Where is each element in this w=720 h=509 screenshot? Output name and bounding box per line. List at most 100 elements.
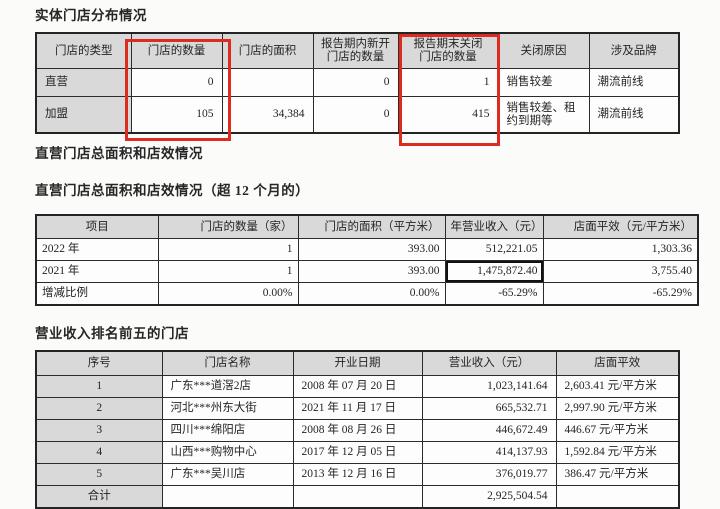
cell: 潮流前线: [588, 96, 680, 134]
cell: 潮流前线: [588, 68, 680, 97]
table-row: 5 广东***吴川店 2013 年 12 月 16 日 376,019.77 386.4…: [35, 463, 680, 486]
cell: 2: [35, 397, 163, 420]
cell: 广东***吴川店: [161, 463, 294, 486]
cell: 3,755.40: [542, 260, 699, 283]
cell: 414,137.93: [421, 441, 557, 464]
col-header: 门店的面积: [221, 32, 314, 69]
cell: 加盟: [35, 96, 132, 134]
cell: -65.29%: [542, 282, 699, 306]
table-row: 2021 年 1 393.00 1,475,872.40 3,755.40: [35, 260, 699, 283]
header-row: 序号 门店名称 开业日期 营业收入（元） 店面平效: [35, 350, 680, 376]
cell: 2013 年 12 月 16 日: [292, 463, 423, 486]
cell: 广东***道滘2店: [161, 375, 294, 398]
cell: 1: [35, 375, 163, 398]
col-header: 报告期末关闭 门店的数量: [397, 32, 499, 69]
col-header: 涉及品牌: [588, 32, 680, 69]
cell: 2008 年 08 月 26 日: [292, 419, 423, 442]
cell: 四川***绵阳店: [161, 419, 294, 442]
col-header: 营业收入（元）: [421, 350, 557, 376]
cell: 合计: [35, 485, 163, 509]
col-header: 年营业收入（元）: [444, 214, 544, 239]
table-row: 1 广东***道滘2店 2008 年 07 月 20 日 1,023,141.64 2,…: [35, 375, 680, 398]
table-row: 直营 0 0 1 销售较差 潮流前线: [35, 68, 680, 97]
cell: 446.67 元/平方米: [555, 419, 680, 442]
cell: 512,221.05: [444, 238, 544, 261]
col-header: 门店名称: [161, 350, 294, 376]
table-row: 3 四川***绵阳店 2008 年 08 月 26 日 446,672.49 446.6…: [35, 419, 680, 442]
cell: 增减比例: [35, 282, 159, 306]
cell: 105: [130, 96, 223, 134]
table-row: 2022 年 1 393.00 512,221.05 1,303.36: [35, 238, 699, 261]
top-five-stores-table: 序号 门店名称 开业日期 营业收入（元） 店面平效 1 广东***道滘2店 2008 年 07…: [35, 350, 680, 509]
cell: 665,532.71: [421, 397, 557, 420]
cell: 2008 年 07 月 20 日: [292, 375, 423, 398]
cell: 376,019.77: [421, 463, 557, 486]
cell: 3: [35, 419, 163, 442]
cell: 0: [312, 68, 399, 97]
cell: 销售较差: [497, 68, 590, 97]
table-row: 合计 2,925,504.54: [35, 485, 680, 509]
cell: 415: [397, 96, 499, 134]
cell: [555, 485, 680, 509]
cell: 2021 年 11 月 17 日: [292, 397, 423, 420]
cell: 2,603.41 元/平方米: [555, 375, 680, 398]
col-header: 门店的数量: [130, 32, 223, 69]
col-header: 报告期内新开 门店的数量: [312, 32, 399, 69]
cell: 0.00%: [157, 282, 299, 306]
col-header: 门店的类型: [35, 32, 132, 69]
store-distribution-table: 门店的类型 门店的数量 门店的面积 报告期内新开 门店的数量 报告期末关闭 门店的数量关…: [35, 32, 680, 134]
section-title-distribution: 实体门店分布情况: [35, 8, 147, 23]
cell: 1,303.36: [542, 238, 699, 261]
col-header: 开业日期: [292, 350, 423, 376]
table-row: 加盟 105 34,384 0 415 销售较差、租约到期等 潮流前线: [35, 96, 680, 134]
cell: -65.29%: [444, 282, 544, 306]
col-header: 店面平效（元/平方米）: [542, 214, 699, 239]
cell: 1: [157, 238, 299, 261]
cell: 1: [157, 260, 299, 283]
distribution-table-wrap: 门店的类型 门店的数量 门店的面积 报告期内新开 门店的数量 报告期末关闭 门店的数量关…: [35, 32, 680, 146]
table-row: 4 山西***购物中心 2017 年 12 月 05 日 414,137.93 1,59…: [35, 441, 680, 464]
header-row: 项目 门店的数量（家） 门店的面积（平方米） 年营业收入（元） 店面平效（元/平方米）: [35, 214, 699, 239]
cell: 山西***购物中心: [161, 441, 294, 464]
cell: [161, 485, 294, 509]
cell: 1: [397, 68, 499, 97]
cell: 393.00: [297, 238, 446, 261]
cell: 2,925,504.54: [421, 485, 557, 509]
cell: 5: [35, 463, 163, 486]
col-header: 序号: [35, 350, 163, 376]
cell: 2,997.90 元/平方米: [555, 397, 680, 420]
cell: [221, 68, 314, 97]
section-title-direct-stores: 直营门店总面积和店效情况: [35, 146, 203, 161]
section-subtitle-direct-stores-over-12-months: 直营门店总面积和店效情况（超 12 个月的）: [35, 183, 310, 198]
cell: 4: [35, 441, 163, 464]
report-page: 实体门店分布情况 门店的类型 门店的数量 门店的面积 报告期内新开 门店的数量 报告期末…: [35, 8, 699, 509]
cell: 2017 年 12 月 05 日: [292, 441, 423, 464]
col-header: 关闭原因: [497, 32, 590, 69]
cell: 34,384: [221, 96, 314, 134]
cell: 0: [312, 96, 399, 134]
report-content: 实体门店分布情况 门店的类型 门店的数量 门店的面积 报告期内新开 门店的数量 报告期末…: [35, 0, 699, 509]
cell: 2022 年: [35, 238, 159, 261]
cell: 1,023,141.64: [421, 375, 557, 398]
cell: 销售较差、租约到期等: [497, 96, 590, 134]
section-title-top-five-stores: 营业收入排名前五的门店: [35, 326, 189, 341]
cell: 直营: [35, 68, 132, 97]
cell: 386.47 元/平方米: [555, 463, 680, 486]
col-header: 项目: [35, 214, 159, 239]
cell: 0.00%: [297, 282, 446, 306]
table-row: 增减比例 0.00% 0.00% -65.29% -65.29%: [35, 282, 699, 306]
table-row: 2 河北***州东大街 2021 年 11 月 17 日 665,532.71 2,99…: [35, 397, 680, 420]
cell: 河北***州东大街: [161, 397, 294, 420]
cell: 446,672.49: [421, 419, 557, 442]
cell: 0: [130, 68, 223, 97]
header-row: 门店的类型 门店的数量 门店的面积 报告期内新开 门店的数量 报告期末关闭 门店的数量关…: [35, 32, 680, 69]
cell: 1,475,872.40: [444, 260, 544, 283]
cell: 393.00: [297, 260, 446, 283]
col-header: 店面平效: [555, 350, 680, 376]
col-header: 门店的面积（平方米）: [297, 214, 446, 239]
direct-store-efficiency-table: 项目 门店的数量（家） 门店的面积（平方米） 年营业收入（元） 店面平效（元/平方米） 2…: [35, 214, 699, 306]
col-header: 门店的数量（家）: [157, 214, 299, 239]
cell: 1,592.84 元/平方米: [555, 441, 680, 464]
cell: 2021 年: [35, 260, 159, 283]
cell: [292, 485, 423, 509]
